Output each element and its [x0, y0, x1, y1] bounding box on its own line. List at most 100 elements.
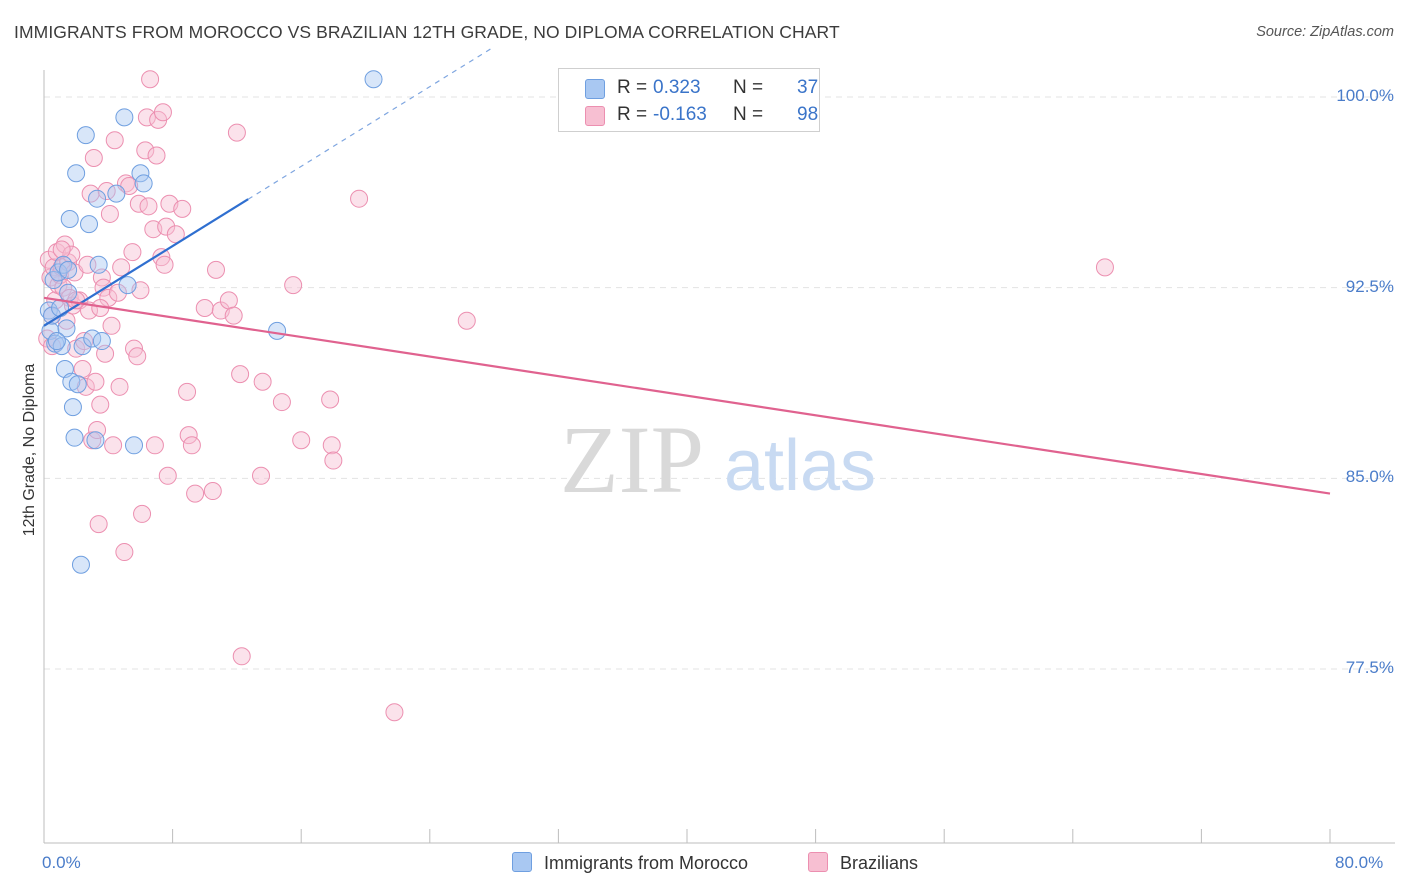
- point-brazilians: [158, 466, 177, 485]
- point-brazilians: [284, 276, 303, 295]
- point-brazilians: [178, 382, 197, 401]
- watermark: ZIP atlas: [560, 406, 876, 513]
- point-morocco: [86, 431, 105, 450]
- legend-n-label: N =: [733, 77, 764, 98]
- point-morocco: [60, 210, 79, 229]
- legend-n-label: N =: [733, 104, 764, 125]
- legend-r-label: R =: [617, 77, 648, 98]
- point-morocco: [131, 164, 150, 183]
- point-brazilians: [139, 197, 158, 216]
- legend-swatch-morocco: [585, 79, 605, 99]
- bottom-legend-swatch-brazilians: [808, 852, 828, 872]
- point-brazilians: [252, 466, 271, 485]
- legend-swatch-brazilians: [585, 106, 605, 126]
- point-brazilians: [137, 108, 156, 127]
- point-brazilians: [324, 451, 343, 470]
- point-brazilians: [147, 146, 166, 165]
- point-brazilians: [321, 390, 340, 409]
- bottom-legend-swatch-morocco: [512, 852, 532, 872]
- point-brazilians: [173, 199, 192, 218]
- y-tick-label: 77.5%: [1345, 658, 1394, 677]
- point-brazilians: [100, 204, 119, 223]
- legend-n-value-brazilians: 98: [797, 104, 819, 125]
- point-morocco: [73, 337, 92, 356]
- x-tick-max: 80.0%: [1335, 853, 1384, 872]
- stats-legend: R = 0.323 N = 37 R = -0.163 N = 98: [558, 68, 820, 132]
- point-brazilians: [224, 306, 243, 325]
- point-brazilians: [123, 243, 142, 262]
- point-morocco: [88, 189, 107, 208]
- point-morocco: [89, 255, 108, 274]
- bottom-legend-brazilians[interactable]: Brazilians: [808, 852, 918, 874]
- point-brazilians: [136, 141, 155, 160]
- x-tick-min: 0.0%: [42, 853, 81, 872]
- bottom-legend-label-brazilians: Brazilians: [840, 853, 919, 873]
- point-brazilians: [182, 436, 201, 455]
- point-brazilians: [91, 395, 110, 414]
- bottom-legend-label-morocco: Immigrants from Morocco: [544, 853, 749, 873]
- point-morocco: [80, 215, 99, 234]
- point-brazilians: [385, 703, 404, 722]
- point-brazilians: [203, 482, 222, 501]
- bottom-legend-morocco[interactable]: Immigrants from Morocco: [512, 852, 748, 874]
- legend-r-value-morocco: 0.323: [653, 77, 701, 98]
- point-brazilians: [292, 431, 311, 450]
- point-brazilians: [186, 484, 205, 503]
- trend-lines: [43, 46, 1331, 495]
- point-brazilians: [108, 283, 127, 302]
- watermark-atlas: atlas: [724, 426, 876, 506]
- point-brazilians: [110, 377, 129, 396]
- point-brazilians: [112, 258, 131, 277]
- point-morocco: [39, 301, 58, 320]
- point-brazilians: [145, 436, 164, 455]
- point-morocco: [59, 260, 78, 279]
- point-morocco: [52, 337, 71, 356]
- point-brazilians: [219, 291, 238, 310]
- point-brazilians: [104, 436, 123, 455]
- point-brazilians: [195, 299, 214, 318]
- point-brazilians: [141, 70, 160, 89]
- point-morocco: [107, 184, 126, 203]
- watermark-zip: ZIP: [560, 406, 704, 513]
- point-brazilians: [52, 240, 71, 259]
- point-brazilians: [457, 311, 476, 330]
- point-brazilians: [322, 436, 341, 455]
- point-brazilians: [232, 647, 251, 666]
- series-brazilians: [38, 70, 1114, 722]
- legend-r-label: R =: [617, 104, 648, 125]
- point-morocco: [268, 321, 287, 340]
- chart-title: IMMIGRANTS FROM MOROCCO VS BRAZILIAN 12T…: [14, 22, 840, 42]
- point-brazilians: [128, 347, 147, 366]
- point-morocco: [54, 255, 73, 274]
- trend-line-morocco: [43, 198, 249, 327]
- point-morocco: [68, 375, 87, 394]
- point-morocco: [71, 555, 90, 574]
- point-morocco: [364, 70, 383, 89]
- point-brazilians: [253, 372, 272, 391]
- point-brazilians: [231, 365, 250, 384]
- point-morocco: [63, 398, 82, 417]
- point-morocco: [76, 126, 95, 145]
- point-brazilians: [55, 235, 74, 254]
- axes: [43, 70, 1395, 844]
- point-morocco: [92, 332, 111, 351]
- point-brazilians: [157, 217, 176, 236]
- point-morocco: [134, 174, 153, 193]
- point-brazilians: [86, 372, 105, 391]
- point-brazilians: [115, 543, 134, 562]
- point-brazilians: [153, 103, 172, 122]
- point-brazilians: [133, 504, 152, 523]
- point-brazilians: [43, 337, 62, 356]
- point-morocco: [67, 164, 86, 183]
- trend-line-brazilians: [43, 296, 1331, 495]
- legend-r-value-brazilians: -0.163: [653, 104, 707, 125]
- point-brazilians: [207, 260, 226, 279]
- y-tick-label: 85.0%: [1345, 467, 1394, 487]
- point-brazilians: [227, 123, 246, 142]
- legend-n-value-morocco: 37: [797, 77, 819, 98]
- point-brazilians: [166, 225, 185, 244]
- trend-line-morocco-extension: [247, 46, 495, 200]
- point-morocco: [57, 319, 76, 338]
- point-brazilians: [84, 149, 103, 168]
